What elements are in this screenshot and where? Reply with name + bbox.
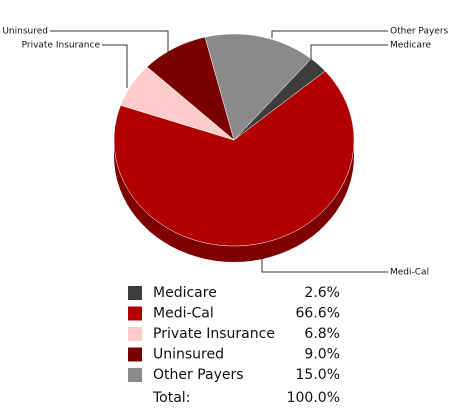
legend-label: Other Payers: [153, 367, 244, 383]
pie-slice: [113, 70, 355, 247]
legend-swatch: [128, 286, 142, 300]
legend-swatch: [128, 306, 142, 321]
pie-slice: [233, 58, 326, 141]
slice-label: Uninsured: [2, 27, 48, 37]
slice-label: Other Payers: [390, 27, 449, 37]
leader-line: [310, 44, 388, 62]
slice-label: Medicare: [390, 41, 431, 51]
legend-value: 66.6%: [296, 306, 340, 322]
legend-value: 15.0%: [296, 367, 340, 383]
legend-label: Private Insurance: [153, 326, 275, 342]
legend-label: Uninsured: [153, 347, 224, 363]
leader-line: [50, 30, 169, 58]
pie-slice: [146, 36, 235, 141]
total-label: Total:: [152, 390, 190, 406]
legend-value: 6.8%: [304, 326, 340, 342]
legend-label: Medicare: [153, 285, 217, 301]
leader-line: [271, 30, 388, 38]
pie-slice: [120, 66, 235, 141]
legend-swatch: [128, 368, 142, 382]
slice-label: Medi-Cal: [390, 268, 429, 278]
legend-swatch: [128, 327, 142, 341]
legend-value: 9.0%: [304, 347, 340, 363]
pie-slice: [204, 33, 312, 141]
slice-label: Private Insurance: [22, 41, 101, 51]
legend-value: 2.6%: [304, 285, 340, 301]
legend-swatch: [128, 347, 142, 362]
leader-line: [261, 256, 388, 273]
leader-line: [102, 44, 128, 88]
legend-label: Medi-Cal: [153, 306, 214, 322]
total-value: 100.0%: [287, 390, 340, 406]
